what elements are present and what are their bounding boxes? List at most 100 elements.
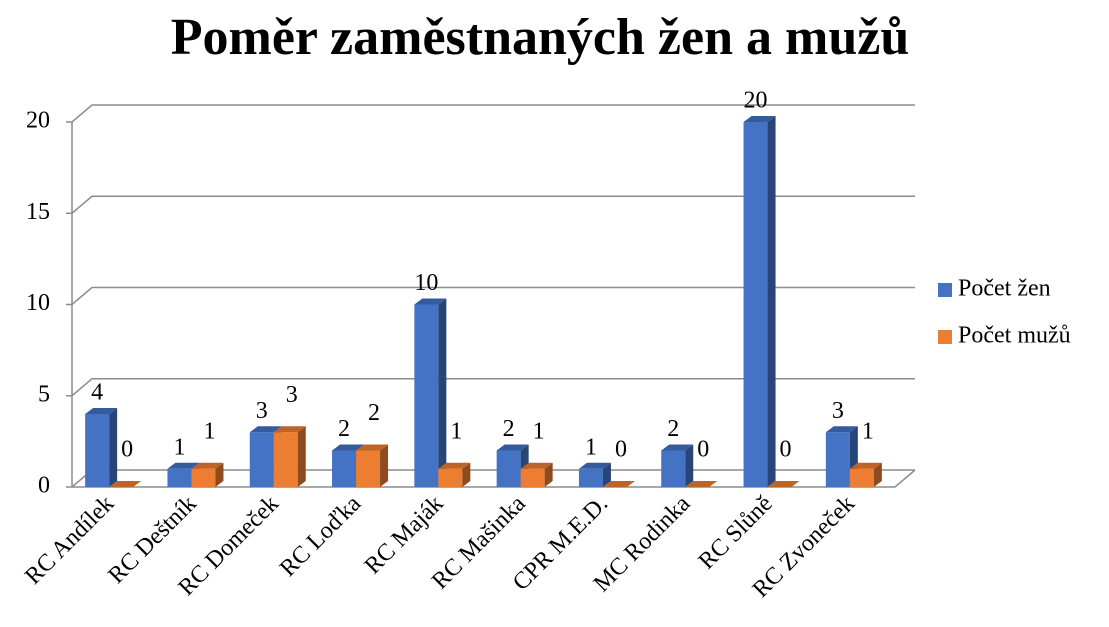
data-label: 2	[667, 416, 679, 442]
bar-front	[249, 432, 274, 487]
bar	[743, 116, 776, 487]
bar-front	[356, 450, 381, 487]
bar-front	[167, 468, 192, 487]
y-tick-label: 5	[38, 381, 50, 407]
bar-side	[297, 426, 306, 487]
grid-line	[66, 378, 915, 397]
bar	[661, 444, 694, 487]
bar-top	[602, 481, 635, 487]
bar	[520, 462, 553, 487]
bar	[438, 462, 471, 487]
bar	[356, 444, 389, 487]
bar	[191, 462, 224, 487]
legend-swatch	[938, 283, 952, 297]
bar-top	[661, 444, 694, 451]
bar-side	[109, 408, 118, 487]
bar-front	[273, 432, 298, 487]
data-label: 0	[615, 437, 627, 463]
bar-top	[520, 462, 553, 469]
bar-top	[414, 298, 447, 305]
y-tick-label: 20	[26, 108, 50, 134]
bar-top	[85, 408, 118, 414]
y-tick-label: 10	[26, 290, 50, 316]
bar-front	[191, 468, 216, 487]
bar-side	[544, 462, 553, 487]
legend-swatch	[938, 330, 952, 344]
bar	[85, 408, 118, 487]
bar-side	[602, 462, 611, 487]
grid-line	[66, 195, 915, 214]
data-label: 2	[503, 416, 515, 442]
legend-label: Počet žen	[958, 276, 1051, 302]
data-label: 3	[832, 398, 844, 424]
bar-side	[438, 298, 447, 487]
data-label: 1	[533, 418, 545, 444]
data-label: 20	[744, 88, 768, 114]
bar-front	[578, 468, 603, 487]
chart-title: Poměr zaměstnaných žen a mužů	[171, 9, 910, 66]
bar	[578, 462, 611, 487]
data-label: 1	[173, 434, 185, 460]
bar-top	[743, 116, 776, 122]
bar-front	[743, 122, 768, 487]
bar-top	[109, 481, 142, 487]
x-tick-label: RC Loďka	[275, 491, 366, 582]
bar-top	[332, 444, 365, 451]
bar-front	[332, 450, 357, 487]
data-label: 0	[780, 437, 792, 463]
y-tick-label: 15	[26, 199, 50, 225]
bar	[273, 426, 306, 487]
bar-front	[85, 414, 110, 487]
bar-front	[661, 450, 686, 487]
bar-top	[849, 462, 882, 469]
data-label: 4	[91, 380, 103, 406]
bar-top	[438, 462, 471, 469]
bar-top	[767, 481, 800, 487]
data-label: 3	[256, 398, 268, 424]
x-tick-label: RC Andílek	[20, 491, 119, 590]
bar-front	[438, 468, 463, 487]
bar-top	[685, 481, 718, 487]
bar-front	[520, 468, 545, 487]
bar-side	[215, 462, 224, 487]
data-label: 10	[414, 270, 438, 296]
bar-top	[191, 462, 224, 469]
bar-top	[578, 462, 611, 469]
x-tick-label: RC Maják	[360, 491, 449, 580]
bar-front	[825, 432, 850, 487]
x-tick-label: RC Slůně	[694, 491, 778, 575]
bar	[109, 481, 142, 487]
bar	[685, 481, 718, 487]
data-label: 3	[286, 382, 298, 408]
data-label: 0	[121, 437, 133, 463]
data-label: 1	[862, 418, 874, 444]
bar-side	[767, 116, 776, 487]
bar-top	[496, 444, 529, 451]
bar-side	[462, 462, 471, 487]
data-label: 2	[368, 400, 380, 426]
bar-side	[380, 444, 389, 487]
bar-top	[825, 426, 858, 433]
bar-top	[356, 444, 389, 451]
bar	[414, 298, 447, 487]
grid-line	[66, 286, 915, 306]
grid-line	[66, 104, 915, 123]
data-label: 0	[697, 437, 709, 463]
bar	[767, 481, 800, 487]
data-label: 2	[338, 416, 350, 442]
y-tick-label: 0	[38, 473, 50, 499]
bar-front	[414, 304, 439, 487]
bar	[602, 481, 635, 487]
bar-top	[273, 426, 306, 433]
bar-top	[249, 426, 282, 433]
bar-front	[849, 468, 874, 487]
bar-top	[167, 462, 200, 469]
data-label: 1	[450, 418, 462, 444]
bar	[849, 462, 882, 487]
data-label: 1	[203, 418, 215, 444]
legend-label: Počet mužů	[958, 323, 1071, 349]
bar-side	[873, 462, 882, 487]
bar-side	[685, 444, 694, 487]
bar	[496, 444, 529, 487]
